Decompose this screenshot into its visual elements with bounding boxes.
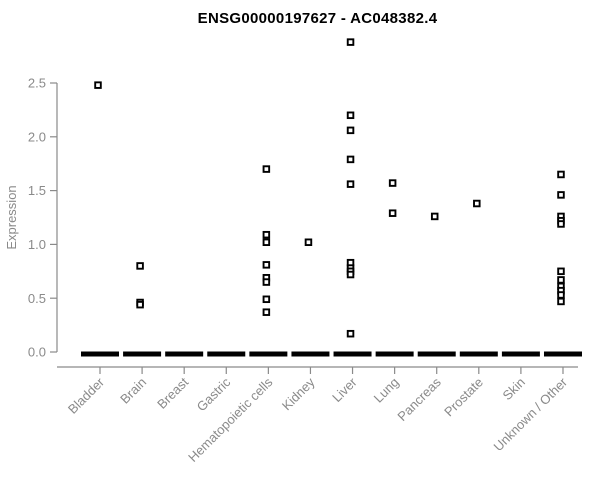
data-point (346, 38, 355, 46)
data-point (430, 212, 439, 221)
data-point (304, 238, 313, 246)
y-tick-label: 0.0 (28, 345, 46, 360)
data-point (262, 165, 271, 173)
x-tick-label: Liver (329, 374, 360, 405)
data-point (346, 111, 355, 120)
x-tick-label: Bladder (65, 374, 108, 417)
y-axis-label: Expression (4, 185, 19, 249)
x-tick-label: Brain (117, 375, 149, 407)
data-point (557, 297, 565, 306)
zero-expression-bar (249, 351, 288, 357)
data-point (346, 155, 355, 164)
zero-expression-bar (417, 351, 456, 357)
data-point (557, 267, 565, 276)
y-tick-label: 2.0 (28, 129, 46, 144)
data-point (136, 300, 144, 309)
data-point (262, 238, 271, 246)
data-point (346, 329, 355, 338)
y-tick-label: 2.5 (28, 76, 46, 91)
zero-expression-bar (333, 351, 372, 357)
data-point (262, 295, 271, 304)
zero-expression-bar (501, 351, 540, 357)
x-tick-label: Kidney (279, 374, 318, 413)
x-tick-label: Prostate (441, 375, 486, 420)
x-tick-label: Lung (371, 375, 402, 406)
data-point (346, 270, 355, 279)
data-point (262, 308, 271, 316)
zero-expression-bar (123, 351, 162, 357)
zero-expression-bar (207, 351, 246, 357)
data-point (557, 220, 565, 228)
data-point (473, 199, 481, 208)
x-tick-label: Skin (500, 375, 528, 403)
x-tick-label: Unknown / Other (491, 374, 571, 454)
data-point (136, 262, 144, 270)
zero-expression-bar (375, 351, 414, 357)
data-point (557, 291, 565, 299)
zero-expression-bar (543, 351, 582, 357)
data-point (94, 81, 102, 89)
data-point (262, 261, 271, 269)
x-tick-label: Gastric (194, 374, 234, 414)
x-tick-label: Pancreas (394, 374, 444, 424)
data-point (346, 180, 355, 188)
y-tick-label: 1.0 (28, 237, 46, 252)
data-point (557, 170, 565, 179)
data-point (262, 230, 271, 239)
data-point (557, 191, 565, 199)
data-point (262, 278, 271, 286)
zero-expression-bar (165, 351, 204, 357)
zero-expression-bar (459, 351, 498, 357)
y-tick-label: 0.5 (28, 291, 46, 306)
data-point (388, 179, 397, 187)
y-tick-label: 1.5 (28, 183, 46, 198)
data-point (388, 209, 397, 217)
chart-title: ENSG00000197627 - AC048382.4 (197, 10, 438, 27)
x-tick-label: Breast (154, 374, 191, 411)
zero-expression-bar (291, 351, 330, 357)
data-point (557, 276, 565, 284)
data-point (346, 126, 355, 135)
zero-expression-bar (81, 351, 119, 357)
